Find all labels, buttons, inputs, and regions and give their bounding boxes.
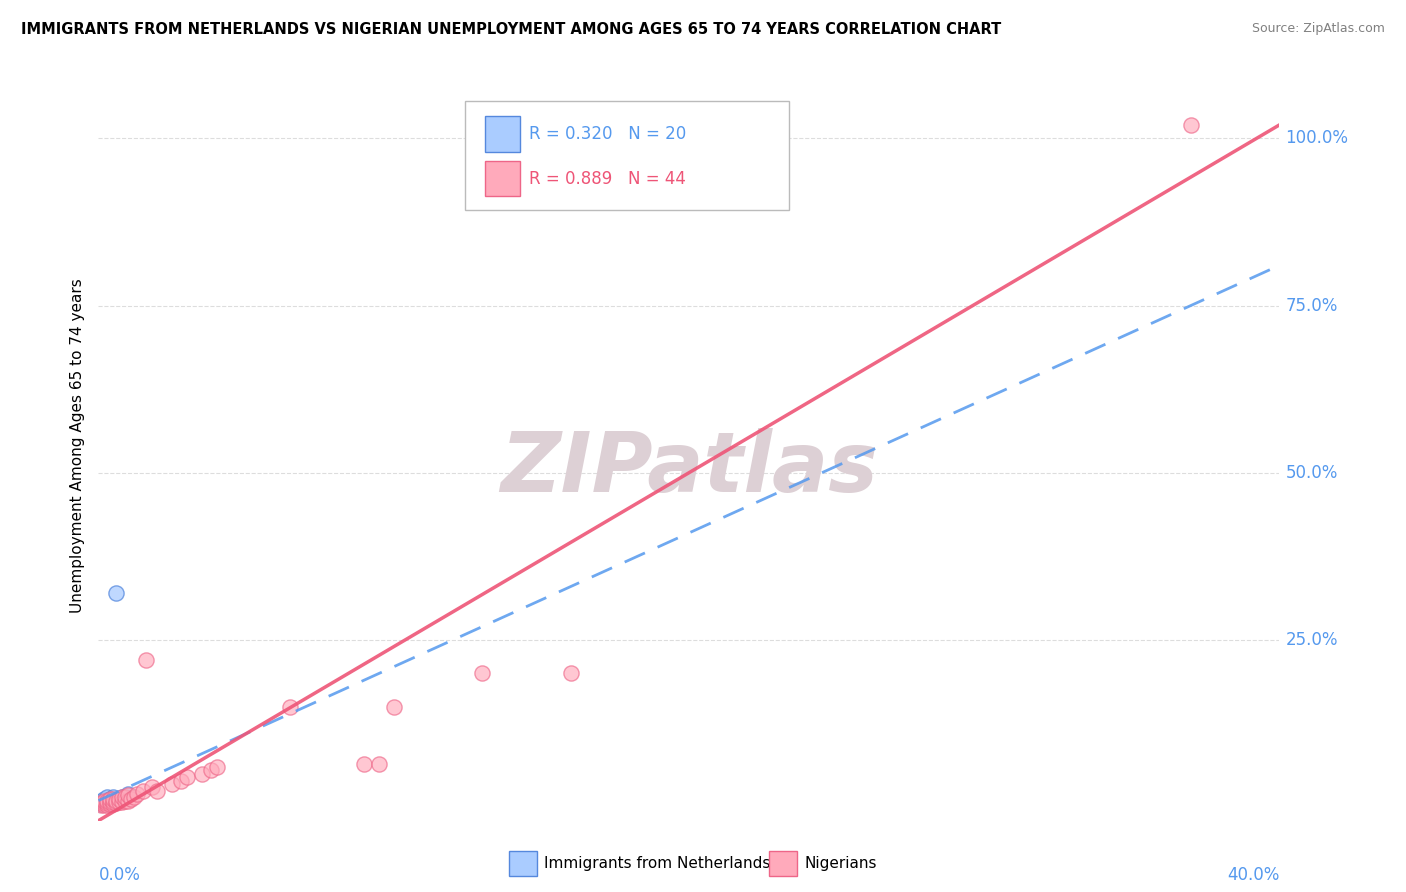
Point xyxy=(205,760,228,774)
Point xyxy=(280,700,302,714)
Point xyxy=(111,795,134,809)
Point xyxy=(96,790,118,805)
Point xyxy=(176,770,198,784)
Text: ZIPatlas: ZIPatlas xyxy=(501,428,877,509)
Point xyxy=(96,794,118,808)
Point xyxy=(96,797,118,811)
Point xyxy=(98,792,121,806)
Point xyxy=(111,790,134,805)
Point xyxy=(114,790,136,805)
Point xyxy=(111,790,134,805)
Point xyxy=(90,797,112,811)
Point xyxy=(98,797,121,811)
Text: 25.0%: 25.0% xyxy=(1285,631,1339,649)
Point xyxy=(382,700,405,714)
Point xyxy=(105,586,128,600)
Point xyxy=(200,764,222,778)
FancyBboxPatch shape xyxy=(464,102,789,210)
Point xyxy=(170,773,193,788)
Point xyxy=(93,797,115,811)
Point xyxy=(191,767,214,781)
Point xyxy=(146,783,169,797)
Text: IMMIGRANTS FROM NETHERLANDS VS NIGERIAN UNEMPLOYMENT AMONG AGES 65 TO 74 YEARS C: IMMIGRANTS FROM NETHERLANDS VS NIGERIAN … xyxy=(21,22,1001,37)
Point xyxy=(96,797,118,811)
Point xyxy=(103,790,125,805)
Text: Immigrants from Netherlands: Immigrants from Netherlands xyxy=(544,856,770,871)
Text: 40.0%: 40.0% xyxy=(1227,865,1279,884)
Point xyxy=(122,790,145,805)
Point xyxy=(90,794,112,808)
Point xyxy=(103,797,125,811)
Point xyxy=(120,792,142,806)
Point xyxy=(96,798,118,813)
Point xyxy=(93,794,115,808)
Point xyxy=(93,798,115,813)
Point xyxy=(96,795,118,809)
Point xyxy=(117,787,139,801)
Point xyxy=(108,792,131,806)
Text: 50.0%: 50.0% xyxy=(1285,464,1337,482)
Point xyxy=(98,792,121,806)
Point xyxy=(103,795,125,809)
Point xyxy=(98,795,121,809)
Text: R = 0.320   N = 20: R = 0.320 N = 20 xyxy=(530,125,686,143)
Text: Nigerians: Nigerians xyxy=(804,856,877,871)
Point xyxy=(90,797,112,811)
Point xyxy=(560,666,582,681)
Point xyxy=(117,794,139,808)
Text: R = 0.889   N = 44: R = 0.889 N = 44 xyxy=(530,169,686,187)
Point xyxy=(114,794,136,808)
Text: 75.0%: 75.0% xyxy=(1285,296,1337,315)
Point xyxy=(353,756,375,771)
Point xyxy=(117,789,139,803)
Text: 0.0%: 0.0% xyxy=(98,865,141,884)
FancyBboxPatch shape xyxy=(485,116,520,152)
Point xyxy=(108,792,131,806)
Point xyxy=(93,797,115,811)
Point xyxy=(103,792,125,806)
Y-axis label: Unemployment Among Ages 65 to 74 years: Unemployment Among Ages 65 to 74 years xyxy=(69,278,84,614)
Text: Source: ZipAtlas.com: Source: ZipAtlas.com xyxy=(1251,22,1385,36)
Point xyxy=(108,794,131,808)
Point xyxy=(132,783,155,797)
Point xyxy=(98,795,121,809)
Point xyxy=(162,777,183,791)
Point xyxy=(93,792,115,806)
Point xyxy=(368,756,391,771)
Point xyxy=(96,794,118,808)
Point xyxy=(103,795,125,809)
Point xyxy=(471,666,494,681)
Point xyxy=(105,797,128,811)
FancyBboxPatch shape xyxy=(485,161,520,196)
Point xyxy=(141,780,163,795)
Point xyxy=(103,794,125,808)
Text: 100.0%: 100.0% xyxy=(1285,129,1348,147)
Point xyxy=(105,794,128,808)
Point xyxy=(108,795,131,809)
Point xyxy=(1180,118,1202,132)
Point xyxy=(135,653,157,667)
Point xyxy=(90,798,112,813)
Point xyxy=(125,787,148,801)
Point xyxy=(93,795,115,809)
Point xyxy=(98,794,121,808)
